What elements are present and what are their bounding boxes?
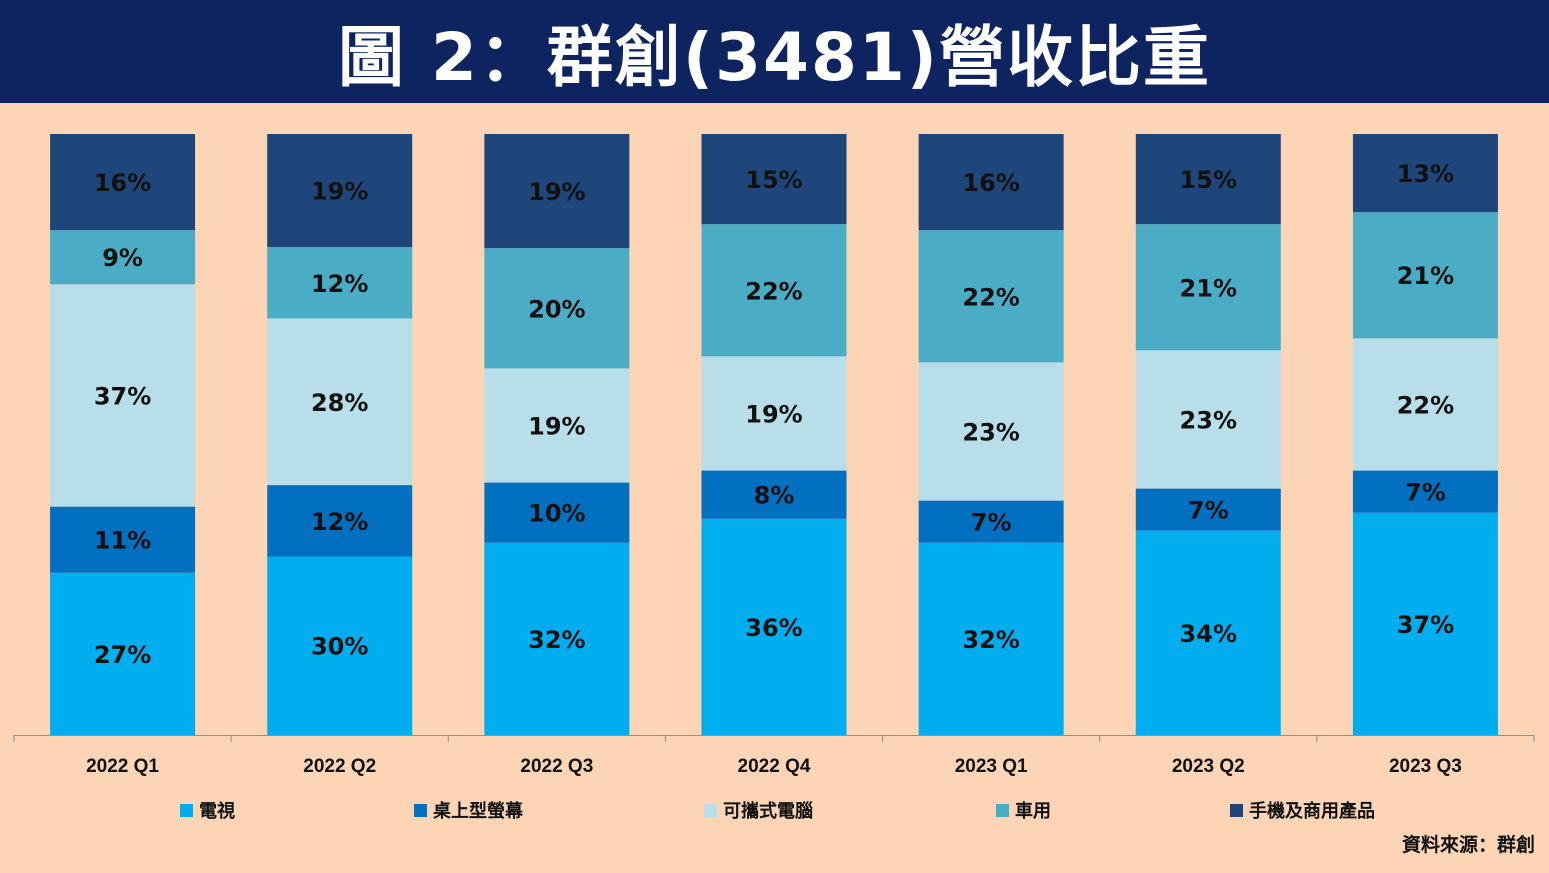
data-label: 28% (311, 389, 368, 417)
bar-segment (918, 230, 1064, 363)
bar-segment (701, 356, 847, 471)
bar-segment (701, 224, 847, 357)
data-label: 22% (745, 277, 802, 305)
data-label: 19% (745, 400, 802, 428)
x-tick-label: 2023 Q2 (1172, 756, 1245, 777)
data-label: 12% (311, 508, 368, 536)
bar-segment (267, 485, 413, 557)
legend: 電視 桌上型螢幕 可攜式電腦 車用 手機及商用產品 (0, 797, 1549, 823)
bar-segment (918, 362, 1064, 501)
x-tick-label: 2023 Q1 (955, 756, 1028, 777)
legend-swatch (180, 803, 193, 817)
data-label: 16% (94, 169, 151, 197)
bar-segment (1135, 134, 1281, 225)
data-label: 21% (1180, 274, 1237, 302)
legend-label: 車用 (1015, 801, 1051, 822)
bar-segment (1352, 134, 1498, 213)
data-label: 30% (311, 633, 368, 661)
data-label: 7% (1188, 497, 1229, 525)
data-label: 32% (962, 626, 1019, 654)
bar-segment (1135, 530, 1281, 735)
bar-segment (701, 470, 847, 519)
bar-segment (484, 248, 630, 369)
data-label: 23% (962, 418, 1019, 446)
legend-swatch (996, 803, 1009, 817)
x-tick-label: 2022 Q4 (738, 756, 811, 777)
legend-swatch (1230, 803, 1243, 817)
x-tick-label: 2022 Q2 (303, 756, 376, 777)
bar-segment (50, 284, 196, 507)
data-label: 19% (311, 178, 368, 206)
bar-segment (1352, 512, 1498, 735)
data-label: 21% (1397, 262, 1454, 290)
bar-segment (701, 518, 847, 735)
legend-label: 可攜式電腦 (723, 801, 813, 822)
bar-segment (50, 134, 196, 231)
x-tick-label: 2022 Q3 (520, 756, 593, 777)
bar-segment (267, 134, 413, 248)
source-note: 資料來源：群創 (1401, 834, 1535, 856)
stacked-bar-chart: 27% 11% 37% 9% 16% 2022 Q1 30% 12% 28% 12% 19% 2022… (13, 134, 1535, 777)
legend-swatch (704, 803, 717, 817)
bar-segment (267, 556, 413, 735)
data-label: 15% (745, 166, 802, 194)
legend-swatch (414, 803, 427, 817)
x-tick-label: 2023 Q3 (1389, 756, 1462, 777)
bar-segment (918, 134, 1064, 231)
bar-segment (484, 482, 630, 543)
data-label: 34% (1180, 620, 1237, 648)
legend-item: 可攜式電腦 (704, 797, 813, 823)
data-label: 27% (94, 641, 151, 669)
data-label: 13% (1397, 160, 1454, 188)
bar-segment (50, 572, 196, 735)
bar-segment (701, 134, 847, 225)
data-label: 19% (528, 412, 585, 440)
bar-segment (1352, 212, 1498, 339)
data-label: 36% (745, 614, 802, 642)
legend-label: 手機及商用產品 (1249, 801, 1375, 822)
bar-segment (484, 134, 630, 249)
data-label: 37% (94, 382, 151, 410)
data-label: 22% (1397, 391, 1454, 419)
bar-segment (50, 230, 196, 285)
data-label: 7% (1405, 479, 1446, 507)
bar-segment (918, 500, 1064, 543)
legend-label: 電視 (199, 801, 235, 822)
data-label: 7% (971, 509, 1012, 537)
legend-item: 車用 (996, 797, 1051, 823)
x-tick-label: 2022 Q1 (86, 756, 159, 777)
bar-segment (1135, 224, 1281, 351)
data-label: 10% (528, 500, 585, 528)
bar-segment (50, 506, 196, 573)
data-label: 8% (754, 482, 795, 510)
data-label: 12% (311, 270, 368, 298)
title-bar: 圖 2：群創(3481)營收比重 (0, 0, 1549, 103)
data-label: 32% (528, 626, 585, 654)
data-label: 16% (962, 169, 1019, 197)
data-label: 15% (1180, 166, 1237, 194)
data-label: 37% (1397, 611, 1454, 639)
legend-item: 手機及商用產品 (1230, 797, 1375, 823)
data-label: 22% (962, 283, 1019, 311)
data-label: 23% (1180, 406, 1237, 434)
bar-segment (1135, 488, 1281, 531)
bar-segment (267, 247, 413, 319)
bar-segment (1352, 470, 1498, 513)
bar-segment (267, 318, 413, 486)
legend-item: 電視 (180, 797, 235, 823)
legend-item: 桌上型螢幕 (414, 797, 523, 823)
data-label: 11% (94, 527, 151, 555)
data-label: 19% (528, 178, 585, 206)
bar-segment (918, 542, 1064, 735)
bar-segment (1352, 338, 1498, 471)
chart-title: 圖 2：群創(3481)營收比重 (338, 18, 1211, 96)
bar-segment (484, 542, 630, 735)
legend-label: 桌上型螢幕 (433, 801, 523, 822)
bar-segment (1135, 350, 1281, 489)
bar-segment (484, 368, 630, 483)
data-label: 9% (102, 244, 143, 272)
data-label: 20% (528, 295, 585, 323)
